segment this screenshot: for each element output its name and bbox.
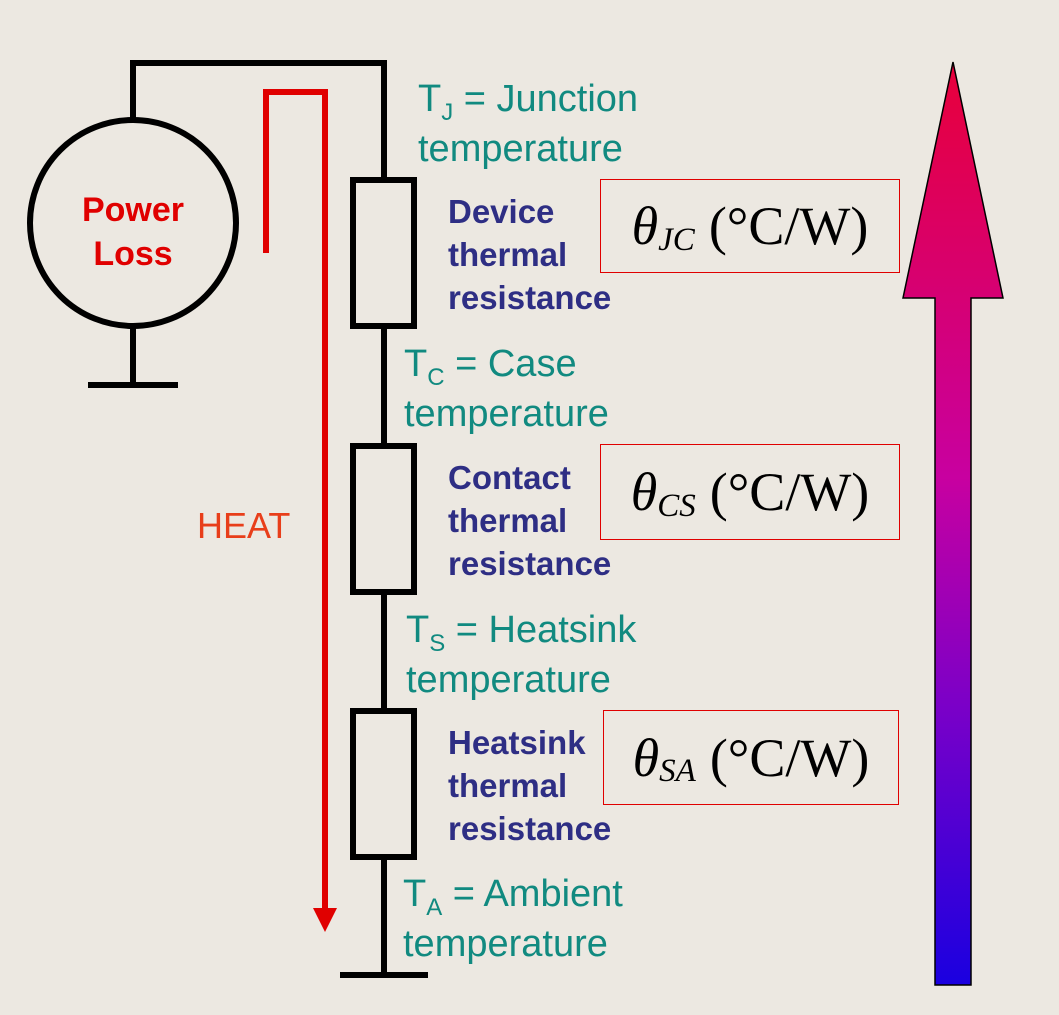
res-name-line: Contact xyxy=(448,459,571,496)
temp-symbol: T xyxy=(404,343,428,385)
theta-cs-formula-box: θ CS (°C/W) xyxy=(600,444,900,540)
temp-description: = Junction xyxy=(453,78,639,120)
heat-flow-arrow xyxy=(263,89,328,912)
theta-subscript: JC xyxy=(658,221,695,258)
res-name-line: Heatsink xyxy=(448,724,586,761)
heatsink-resistance-name: Heatsink thermal resistance xyxy=(448,721,611,850)
theta-jc-formula-box: θ JC (°C/W) xyxy=(600,179,900,273)
temp-subscript: J xyxy=(441,99,454,126)
res-name-line: resistance xyxy=(448,810,612,847)
theta-subscript: CS xyxy=(657,487,696,524)
res-name-line: Device xyxy=(448,193,555,230)
temp-subscript: C xyxy=(427,364,445,391)
theta-unit: (°C/W) xyxy=(709,462,870,522)
theta-subscript: SA xyxy=(659,753,696,789)
temp-symbol: T xyxy=(403,873,427,915)
temp-symbol: T xyxy=(406,609,430,651)
device-resistance-name: Device thermal resistance xyxy=(448,190,611,319)
heat-flow-arrowhead xyxy=(313,908,337,932)
heat-label: HEAT xyxy=(197,505,291,546)
theta-symbol: θ xyxy=(632,727,660,788)
theta-symbol: θ xyxy=(630,462,658,522)
junction-temperature-label-line2: temperature xyxy=(418,128,623,170)
heatsink-temperature-label: TS = Heatsink xyxy=(406,609,637,656)
res-name-line: thermal xyxy=(448,236,568,273)
case-temperature-label-line2: temperature xyxy=(404,393,609,435)
temperature-gradient-arrow xyxy=(902,61,1004,986)
temp-description: = Case xyxy=(444,343,577,385)
top-wire xyxy=(130,60,387,180)
res-name-line: resistance xyxy=(448,279,612,316)
junction-temperature-label: TJ = Junction xyxy=(418,78,639,125)
temp-description: = Ambient xyxy=(442,873,623,915)
temp-subscript: A xyxy=(426,894,443,921)
temp-description: = Heatsink xyxy=(445,609,637,651)
res-name-line: resistance xyxy=(448,545,612,582)
case-temperature-label: TC = Case xyxy=(404,343,577,390)
temp-subscript: S xyxy=(429,630,446,657)
theta-symbol: θ xyxy=(631,196,659,256)
res-name-line: thermal xyxy=(448,767,568,804)
theta-sa-formula-box: θ SA (°C/W) xyxy=(603,710,899,805)
power-loss-label-line1: Power xyxy=(81,191,185,229)
temp-symbol: T xyxy=(418,78,442,120)
contact-resistor xyxy=(350,443,417,595)
power-loss-label-line2: Loss xyxy=(93,235,173,273)
contact-resistance-name: Contact thermal resistance xyxy=(448,456,611,585)
heatsink-resistor xyxy=(350,708,417,860)
theta-unit: (°C/W) xyxy=(708,196,869,256)
heatsink-temperature-label-line2: temperature xyxy=(406,659,611,701)
theta-unit: (°C/W) xyxy=(709,727,870,788)
ambient-temperature-label: TA = Ambient xyxy=(403,873,623,920)
device-resistor xyxy=(350,177,417,329)
res-name-line: thermal xyxy=(448,502,568,539)
ambient-temperature-label-line2: temperature xyxy=(403,923,608,965)
